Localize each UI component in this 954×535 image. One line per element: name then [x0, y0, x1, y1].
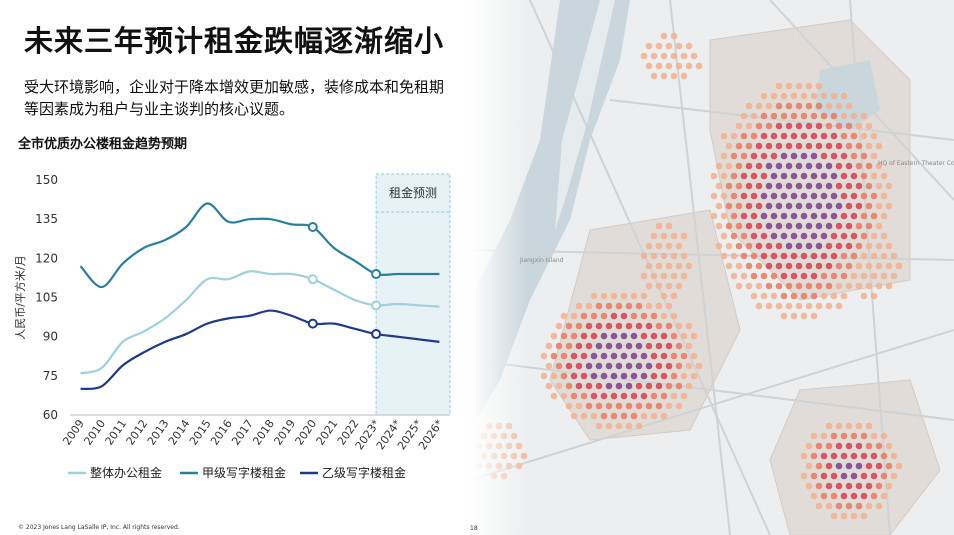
- legend-label: 乙级写字楼租金: [322, 465, 406, 480]
- x-tick-label: 2010: [81, 417, 108, 447]
- y-tick-label: 135: [35, 212, 58, 226]
- series-marker: [371, 269, 382, 279]
- map-label-hq: HQ of Eastern Theater Command: [878, 160, 954, 167]
- series-marker: [307, 274, 318, 285]
- x-tick-label: 2012: [124, 417, 151, 447]
- city-map: Jiangxin Island HQ of Eastern Theater Com…: [470, 0, 954, 535]
- x-tick-label: 2018: [250, 417, 277, 447]
- copyright-footer: © 2023 Jones Lang LaSalle IP, Inc. All r…: [18, 524, 180, 531]
- x-tick-label: 2009: [60, 417, 87, 447]
- x-tick-label: 2017: [229, 417, 256, 447]
- map-label-island: Jiangxin Island: [519, 257, 564, 264]
- y-axis-label: 人民币/平方米/月: [13, 255, 27, 339]
- y-tick-label: 105: [35, 291, 58, 305]
- x-tick-label: 2020: [293, 417, 320, 447]
- x-tick-label: 2011: [103, 417, 130, 447]
- page-title: 未来三年预计租金跌幅逐渐缩小: [24, 24, 445, 58]
- series-marker: [371, 300, 382, 311]
- y-tick-label: 90: [43, 330, 58, 344]
- x-tick-label: 2015: [187, 417, 214, 447]
- page-subtitle: 受大环境影响，企业对于降本增效更加敏感，装修成本和免租期等因素成为租户与业主谈判…: [24, 78, 445, 118]
- forecast-band: [375, 173, 451, 416]
- y-tick-label: 120: [35, 251, 58, 265]
- y-tick-label: 60: [43, 408, 58, 422]
- forecast-label: 租金预测: [389, 185, 437, 200]
- x-tick-label: 2019: [271, 417, 298, 447]
- x-tick-label: 2014: [166, 417, 193, 447]
- map-fade: [470, 0, 954, 535]
- x-tick-label: 2016: [208, 417, 235, 447]
- chart-title: 全市优质办公楼租金趋势预期: [18, 137, 188, 152]
- page-number: 18: [470, 525, 478, 532]
- x-tick-label: 2013: [145, 417, 172, 447]
- series-marker: [307, 222, 318, 232]
- x-tick-label: 2021: [314, 417, 341, 447]
- legend-label: 甲级写字楼租金: [202, 465, 286, 480]
- series-marker: [307, 318, 318, 329]
- y-tick-label: 150: [35, 173, 58, 187]
- legend-label: 整体办公租金: [90, 465, 162, 480]
- series-marker: [371, 329, 382, 340]
- y-tick-label: 75: [43, 369, 58, 383]
- rent-trend-chart: 租金预测607590105120135150人民币/平方米/月200920102…: [13, 173, 451, 480]
